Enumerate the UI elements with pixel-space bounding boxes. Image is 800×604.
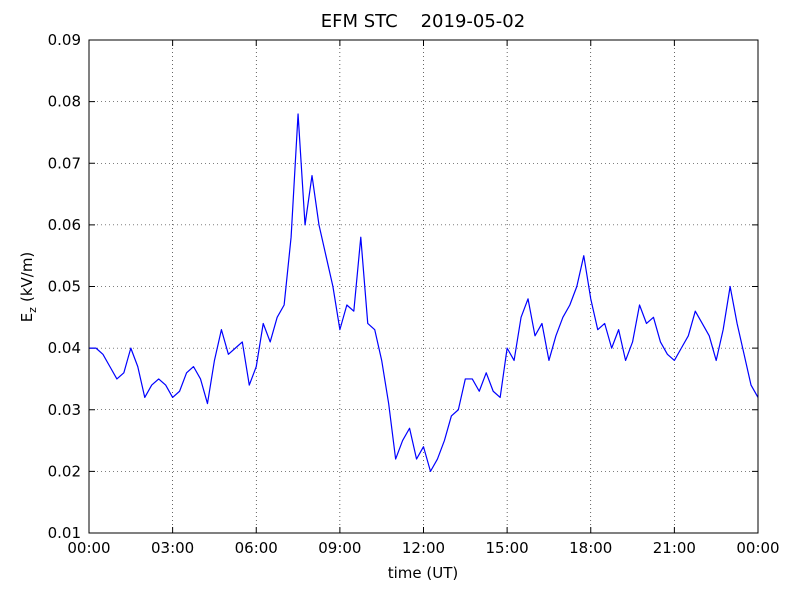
x-tick-label: 21:00 (653, 539, 696, 557)
x-tick-label: 09:00 (318, 539, 361, 557)
y-tick-label: 0.03 (48, 401, 81, 419)
x-tick-label: 00:00 (736, 539, 779, 557)
chart-title: EFM STC 2019-05-02 (321, 11, 525, 32)
y-tick-label: 0.07 (48, 154, 81, 172)
x-tick-label: 12:00 (402, 539, 445, 557)
x-tick-label: 15:00 (486, 539, 529, 557)
x-tick-label: 00:00 (67, 539, 110, 557)
axes-frame (88, 39, 759, 534)
y-tick-label: 0.08 (48, 93, 81, 111)
y-tick-label: 0.06 (48, 216, 81, 234)
y-tick-label: 0.09 (48, 31, 81, 49)
x-tick-label: 06:00 (235, 539, 278, 557)
y-tick-label: 0.05 (48, 278, 81, 296)
x-axis-label: time (UT) (388, 564, 459, 582)
y-tick-label: 0.04 (48, 339, 81, 357)
x-tick-label: 18:00 (569, 539, 612, 557)
x-tick-label: 03:00 (151, 539, 194, 557)
y-tick-label: 0.02 (48, 462, 81, 480)
y-label-main: E (18, 313, 36, 322)
y-tick-label: 0.01 (48, 524, 81, 542)
y-label-unit: (kV/m) (18, 252, 36, 302)
plot-area: 00:00 03:00 06:00 09:00 12:00 15:00 18:00 21:00… (48, 31, 780, 557)
y-label-sub: z (26, 307, 39, 313)
data-line (89, 113, 759, 472)
y-axis-label: Ez (kV/m) (18, 252, 39, 323)
